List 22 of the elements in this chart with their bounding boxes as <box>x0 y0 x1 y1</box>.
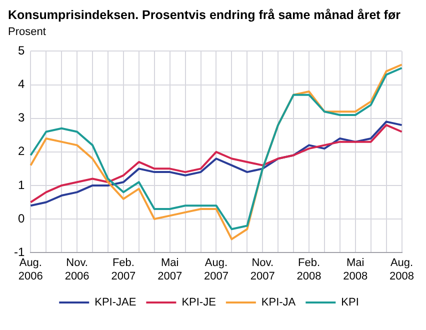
y-tick-label: 4 <box>18 77 25 92</box>
x-tick-label: Mai 2008 <box>343 257 368 282</box>
y-tick-label: 1 <box>18 178 25 192</box>
x-tick-label: Aug. 2007 <box>204 257 228 282</box>
legend-label: KPI-JE <box>182 296 216 309</box>
legend-label: KPI <box>341 296 359 309</box>
y-tick-label: 2 <box>18 144 25 158</box>
x-tick-label: Feb. 2007 <box>111 257 136 282</box>
y-tick-label: 3 <box>18 110 25 125</box>
x-tick-label: Aug. 2006 <box>18 257 43 282</box>
x-tick-label: Nov. 2006 <box>64 257 90 282</box>
x-tick-label: Mai 2007 <box>158 257 182 282</box>
y-axis-title: Prosent <box>8 26 47 38</box>
x-tick-label: Aug. 2008 <box>390 257 414 282</box>
y-tick-label: 5 <box>18 44 25 58</box>
chart-title: Konsumprisindeksen. Prosentvis endring frå same månad året før <box>8 8 402 22</box>
legend-label: KPI-JAE <box>94 296 136 309</box>
legend-label: KPI-JA <box>261 296 296 309</box>
x-tick-label: Nov. 2007 <box>250 257 275 282</box>
y-tick-label: 0 <box>18 211 25 226</box>
y-tick-label: -1 <box>14 244 25 259</box>
x-tick-label: Feb. 2008 <box>296 257 322 282</box>
